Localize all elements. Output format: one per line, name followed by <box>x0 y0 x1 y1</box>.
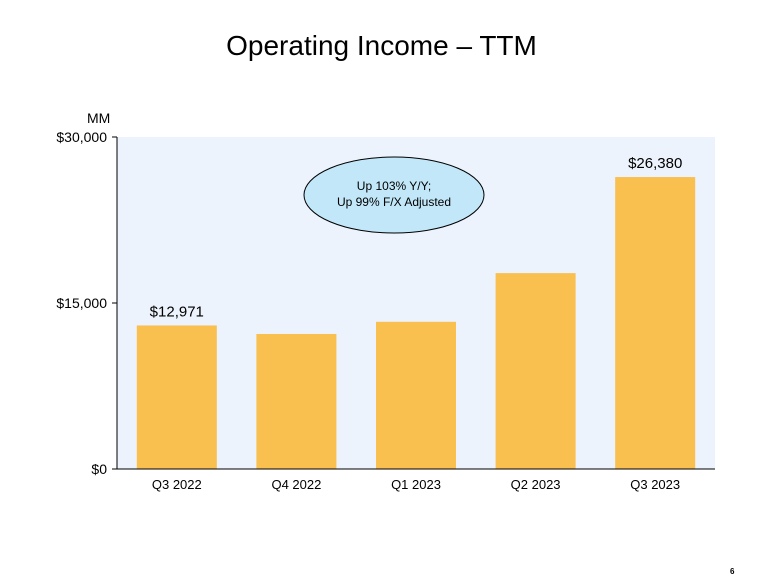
bar-data-label: $12,971 <box>150 303 204 320</box>
growth-callout-line-1: Up 103% Y/Y; <box>357 179 431 193</box>
bar-q1-2023 <box>376 321 456 469</box>
y-axis-tick-label: $15,000 <box>56 295 107 311</box>
growth-callout-bubble <box>303 156 485 234</box>
bar-q4-2022 <box>256 333 337 469</box>
x-axis-tick-label: Q4 2022 <box>271 477 321 492</box>
y-axis-unit-label: MM <box>87 110 110 126</box>
y-axis-tick-label: $30,000 <box>56 129 107 145</box>
x-axis-tick-label: Q3 2022 <box>152 477 202 492</box>
bar-q3-2022 <box>136 325 217 469</box>
bar-q2-2023 <box>495 273 576 469</box>
page-number: 6 <box>730 567 735 576</box>
bar-data-label: $26,380 <box>628 155 682 172</box>
bar-q3-2023 <box>615 177 696 469</box>
x-axis-tick-label: Q2 2023 <box>511 477 561 492</box>
chart-title: Operating Income – TTM <box>226 30 537 61</box>
x-axis-tick-label: Q3 2023 <box>630 477 680 492</box>
y-axis-tick-label: $0 <box>91 461 107 477</box>
x-axis-tick-label: Q1 2023 <box>391 477 441 492</box>
growth-callout-line-2: Up 99% F/X Adjusted <box>337 195 451 209</box>
